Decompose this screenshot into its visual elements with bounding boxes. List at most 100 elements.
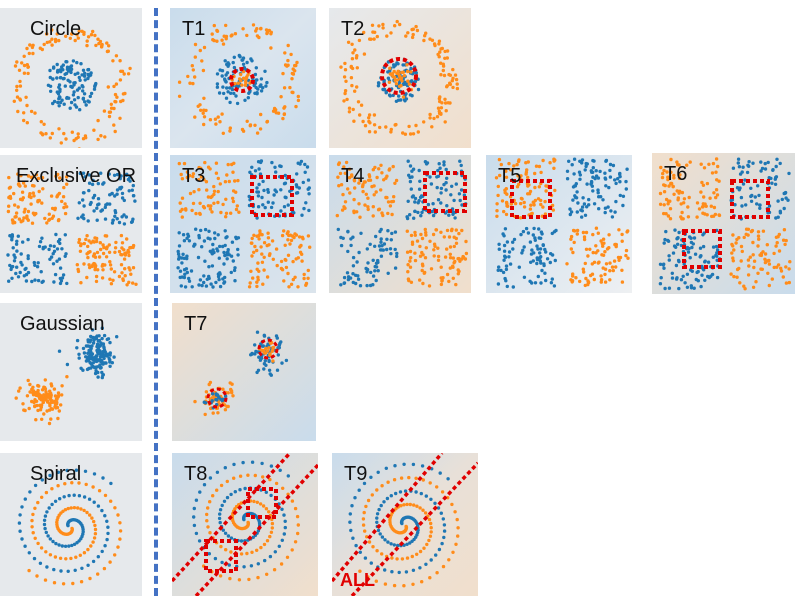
point-class-blue <box>306 178 311 182</box>
point-class-blue <box>96 197 101 201</box>
point-class-blue <box>214 397 218 402</box>
point-class-blue <box>373 269 377 273</box>
task-label-t6: T6 <box>664 163 688 185</box>
point-class-orange <box>296 94 300 99</box>
point-class-orange <box>113 553 117 557</box>
point-class-blue <box>229 492 233 497</box>
point-class-blue <box>537 227 541 231</box>
point-class-orange <box>715 178 719 182</box>
point-class-orange <box>12 191 16 196</box>
point-class-orange <box>776 235 780 239</box>
point-class-orange <box>198 211 202 216</box>
point-class-orange <box>372 37 376 41</box>
point-class-orange <box>518 216 523 220</box>
point-class-blue <box>398 490 403 494</box>
point-class-blue <box>452 198 456 203</box>
highlight-band-edge <box>194 463 318 596</box>
point-class-blue <box>77 494 82 498</box>
point-class-orange <box>38 46 42 50</box>
point-class-orange <box>428 481 432 485</box>
point-class-orange <box>394 122 398 127</box>
point-class-orange <box>193 75 197 79</box>
point-class-blue <box>568 212 572 217</box>
point-class-orange <box>429 521 433 526</box>
point-class-blue <box>269 493 273 498</box>
point-class-blue <box>408 541 412 545</box>
point-class-blue <box>345 271 350 275</box>
point-class-blue <box>533 281 538 285</box>
point-class-blue <box>538 247 543 251</box>
point-class-orange <box>265 539 270 543</box>
point-class-orange <box>453 73 458 77</box>
point-class-blue <box>106 352 110 356</box>
point-class-orange <box>94 43 98 48</box>
point-class-blue <box>759 169 763 173</box>
point-class-orange <box>445 247 449 251</box>
point-class-orange <box>589 273 593 278</box>
point-class-blue <box>72 542 77 546</box>
point-class-blue <box>92 193 97 198</box>
point-class-blue <box>384 91 388 95</box>
point-class-orange <box>448 245 453 249</box>
task-panel-t6: T6 <box>652 153 795 294</box>
point-class-orange <box>460 257 464 261</box>
point-class-blue <box>413 200 417 204</box>
point-class-orange <box>229 389 234 393</box>
point-class-blue <box>524 226 529 231</box>
point-class-orange <box>16 109 20 114</box>
point-class-orange <box>52 581 57 585</box>
point-class-blue <box>535 261 539 266</box>
point-class-blue <box>700 273 704 277</box>
point-class-blue <box>453 216 457 220</box>
point-class-blue <box>505 284 509 289</box>
point-class-blue <box>268 554 273 559</box>
point-class-orange <box>281 486 285 490</box>
point-class-orange <box>26 65 30 69</box>
point-class-blue <box>339 283 343 287</box>
point-class-orange <box>101 268 105 272</box>
point-class-orange <box>614 265 618 269</box>
point-class-blue <box>503 254 507 258</box>
point-class-orange <box>102 566 107 571</box>
point-class-blue <box>667 258 671 262</box>
point-class-orange <box>603 272 607 277</box>
point-class-orange <box>66 506 70 511</box>
point-class-orange <box>39 120 43 124</box>
point-class-orange <box>349 64 353 69</box>
point-class-orange <box>240 127 245 132</box>
point-class-blue <box>100 354 104 359</box>
point-class-blue <box>19 260 23 265</box>
point-class-orange <box>356 100 361 104</box>
highlight-circle <box>257 338 279 360</box>
point-class-blue <box>259 342 263 346</box>
point-class-blue <box>699 284 703 289</box>
point-class-blue <box>375 516 379 520</box>
point-class-orange <box>240 83 244 87</box>
point-class-blue <box>113 214 117 218</box>
point-class-orange <box>402 584 406 588</box>
point-class-orange <box>413 251 417 255</box>
point-class-orange <box>252 233 256 237</box>
point-class-orange <box>42 42 46 47</box>
point-class-blue <box>408 164 413 168</box>
point-class-blue <box>187 276 191 281</box>
point-class-blue <box>743 178 747 182</box>
point-class-blue <box>390 231 394 236</box>
point-class-blue <box>553 258 557 263</box>
point-class-orange <box>436 254 441 259</box>
point-class-blue <box>531 233 535 237</box>
point-class-blue <box>81 96 86 101</box>
point-class-orange <box>408 249 413 254</box>
point-class-blue <box>375 520 379 524</box>
point-class-blue <box>181 233 186 237</box>
point-class-orange <box>431 232 436 237</box>
point-class-orange <box>743 287 747 291</box>
point-class-blue <box>658 282 663 286</box>
point-class-blue <box>700 264 704 269</box>
point-class-blue <box>778 161 782 166</box>
point-class-blue <box>442 529 447 533</box>
point-class-orange <box>31 191 35 195</box>
point-class-orange <box>765 243 769 247</box>
task-label-t2: T2 <box>341 18 365 40</box>
point-class-blue <box>57 349 62 353</box>
